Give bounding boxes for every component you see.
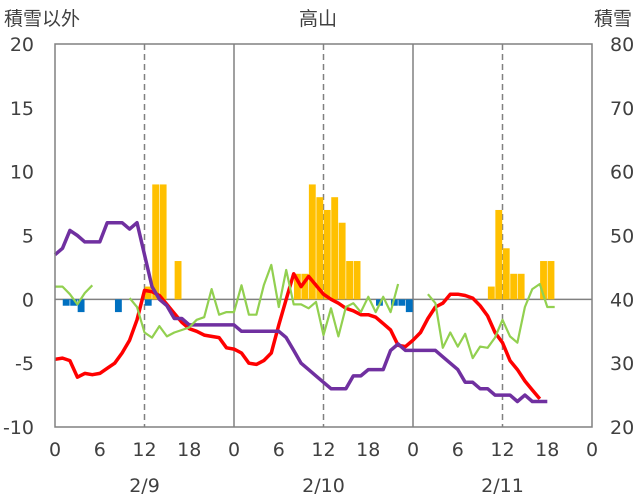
snowfall-bar	[495, 209, 503, 300]
snowfall-bar	[487, 286, 495, 300]
series-line-2	[55, 263, 555, 360]
precip-bar	[405, 299, 413, 313]
snowfall-bar	[346, 261, 354, 300]
grid	[55, 44, 592, 427]
x-tick-label: 12	[132, 439, 156, 461]
snowfall-bar	[540, 261, 547, 300]
snowfall-bar	[308, 184, 316, 300]
x-tick-label: 18	[177, 439, 201, 461]
snowfall-bar	[510, 273, 518, 300]
snowfall-bar	[331, 197, 339, 300]
y-right-tick-label: 60	[610, 162, 634, 184]
x-tick-label: 18	[356, 439, 380, 461]
precip-bar	[70, 299, 78, 306]
y-left-tick-label: -5	[15, 353, 34, 375]
y-left-tick-label: 15	[10, 98, 34, 120]
y-left-tick-label: 0	[22, 289, 34, 311]
precip-bar	[62, 299, 70, 306]
lines	[53, 220, 555, 404]
day-label: 2/10	[302, 475, 345, 497]
precip-bar	[398, 299, 406, 306]
day-label: 2/11	[481, 475, 524, 497]
precip-bar	[77, 299, 85, 313]
y-left-tick-label: 5	[22, 226, 34, 248]
chart-title: 高山	[299, 8, 337, 30]
x-tick-label: 0	[49, 439, 61, 461]
x-tick-label: 0	[586, 439, 598, 461]
left-axis-label: 積雪以外	[4, 8, 80, 30]
x-tick-label: 12	[490, 439, 514, 461]
snowfall-bar	[144, 286, 152, 300]
precip-bar	[390, 299, 398, 306]
snowfall-bar	[152, 184, 160, 300]
snowfall-bar	[323, 209, 331, 300]
y-right-tick-label: 80	[610, 34, 634, 56]
snowfall-bar	[547, 261, 555, 300]
series-line-0	[54, 272, 542, 401]
snowfall-bar	[502, 248, 510, 300]
y-right-tick-label: 50	[610, 226, 634, 248]
precip-bar	[114, 299, 122, 313]
snowfall-bar	[517, 273, 525, 300]
y-left-tick-label: 20	[10, 34, 34, 56]
snowfall-bar	[174, 261, 182, 300]
x-tick-label: 12	[311, 439, 335, 461]
snowfall-bar	[159, 184, 167, 300]
snowfall-bar	[316, 197, 324, 300]
x-tick-label: 6	[273, 439, 285, 461]
precip-bar	[144, 299, 152, 306]
right-axis-label: 積雪	[594, 8, 632, 30]
y-left-tick-label: 10	[10, 162, 34, 184]
y-right-tick-label: 40	[610, 289, 634, 311]
x-tick-label: 18	[535, 439, 559, 461]
bars	[62, 184, 555, 313]
snowfall-bar	[338, 222, 346, 300]
snowfall-bar	[353, 261, 361, 300]
y-right-tick-label: 30	[610, 353, 634, 375]
y-left-tick-label: -10	[3, 417, 34, 439]
snowfall-bar	[293, 273, 301, 300]
day-label: 2/9	[129, 475, 160, 497]
plot-frame	[54, 43, 593, 428]
y-right-tick-label: 70	[610, 98, 634, 120]
x-tick-label: 0	[407, 439, 419, 461]
x-tick-label: 0	[228, 439, 240, 461]
x-tick-label: 6	[452, 439, 464, 461]
series-line-1	[53, 220, 548, 404]
y-right-tick-label: 20	[610, 417, 634, 439]
snowfall-bar	[301, 273, 309, 300]
x-tick-label: 6	[94, 439, 106, 461]
